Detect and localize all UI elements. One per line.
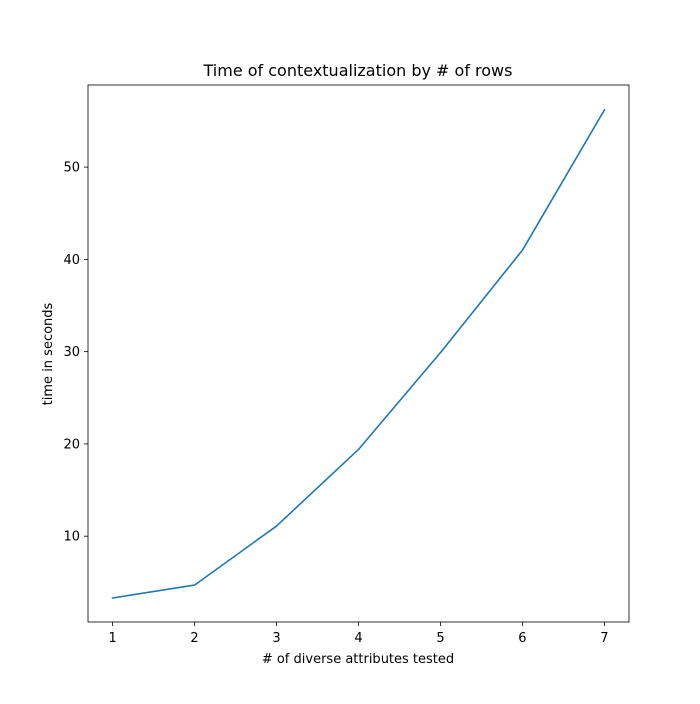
- y-tick-label-40: 40: [63, 253, 80, 268]
- x-tick-label-3: 3: [272, 631, 280, 646]
- x-tick-label-1: 1: [108, 631, 116, 646]
- x-axis-label: # of diverse attributes tested: [262, 652, 454, 667]
- plot-area: 1 2 3 4 5 6 7 10 20 30 40 50: [63, 84, 630, 646]
- series-line-1: [111, 108, 606, 599]
- x-tick-label-7: 7: [600, 631, 608, 646]
- plot-frame: [87, 84, 630, 623]
- y-axis-label: time in seconds: [41, 302, 56, 405]
- x-tick-label-6: 6: [518, 631, 526, 646]
- x-tick-label-2: 2: [190, 631, 198, 646]
- y-tick-label-50: 50: [63, 161, 80, 176]
- y-tick-label-20: 20: [63, 437, 80, 452]
- y-tick-label-10: 10: [63, 530, 80, 545]
- x-tick-label-5: 5: [436, 631, 444, 646]
- chart-title: Time of contextualization by # of rows: [203, 61, 513, 80]
- x-tick-label-4: 4: [354, 631, 362, 646]
- y-tick-label-30: 30: [63, 345, 80, 360]
